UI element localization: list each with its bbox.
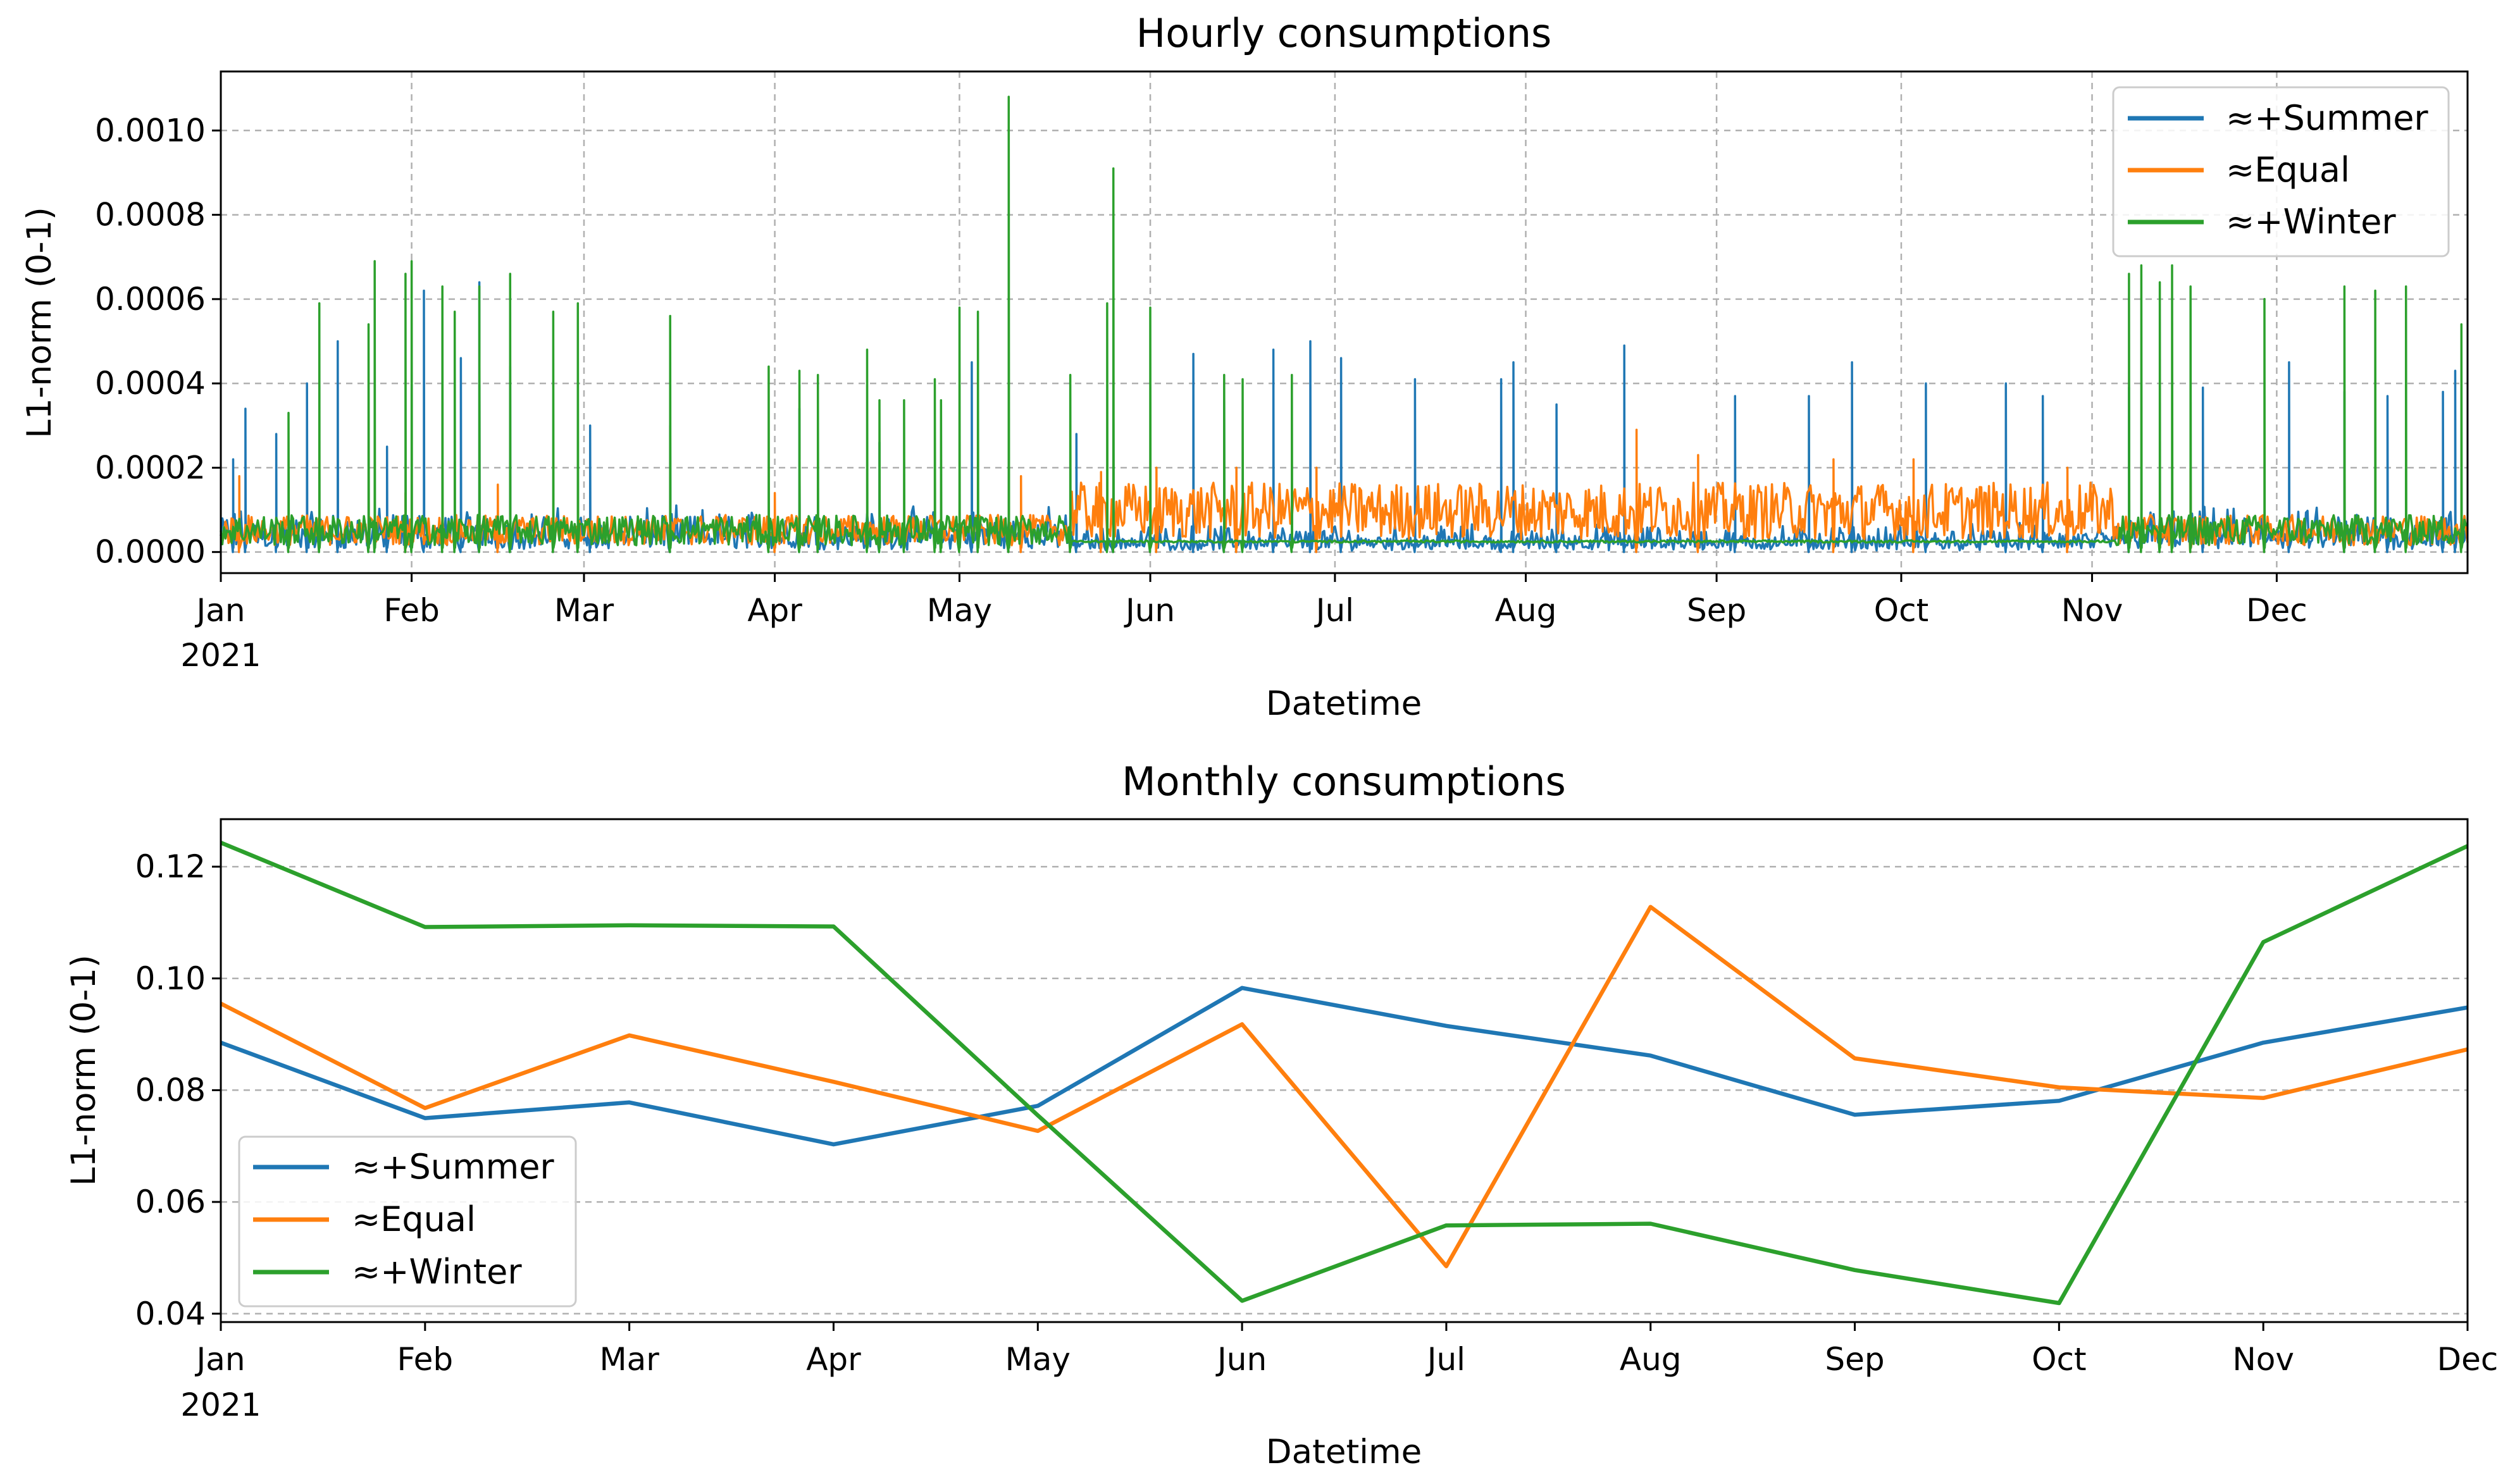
monthly-x-ticks: Jan Feb Mar Apr May Jun Jul Aug Sep Oct Nov Dec [194, 1322, 2498, 1378]
hourly-y-tick-label: 0.0004 [95, 365, 206, 402]
hourly-x-tick-label: Aug [1495, 592, 1557, 629]
monthly-legend-label-winter: ≈+Winter [352, 1252, 522, 1292]
monthly-legend-box [238, 1135, 577, 1308]
monthly-y-tick-label: 0.04 [135, 1295, 206, 1332]
monthly-x-tick-label: Jun [1215, 1341, 1267, 1378]
hourly-x-tick-label: Oct [1874, 592, 1928, 629]
hourly-x-tick-label: Mar [554, 592, 614, 629]
monthly-series-summer [220, 986, 2468, 1147]
hourly-legend: ≈+Summer ≈Equal ≈+Winter [2112, 86, 2450, 257]
hourly-series [220, 96, 2469, 553]
hourly-y-axis-label: L1-norm (0-1) [20, 207, 59, 438]
hourly-y-tick-label: 0.0008 [95, 197, 206, 233]
hourly-legend-label-summer: ≈+Summer [2226, 98, 2428, 138]
hourly-legend-box [2112, 86, 2450, 257]
monthly-x-tick-label: Dec [2437, 1341, 2499, 1378]
monthly-x-tick-label: Jul [1425, 1341, 1465, 1378]
monthly-y-tick-label: 0.06 [135, 1184, 206, 1220]
monthly-series-winter [220, 841, 2469, 1306]
monthly-chart: Monthly consumptions 0.04 0.06 0.08 0.10 0.1… [65, 758, 2498, 1471]
monthly-x-tick-label: Feb [397, 1341, 454, 1378]
monthly-y-tick-label: 0.08 [135, 1072, 206, 1108]
hourly-legend-label-winter: ≈+Winter [2226, 202, 2396, 242]
monthly-y-tick-label: 0.12 [135, 848, 206, 885]
monthly-x-tick-label: Jan [194, 1341, 245, 1378]
monthly-plot-frame [220, 818, 2469, 1323]
hourly-x-tick-label: Dec [2246, 592, 2307, 629]
monthly-y-axis-label: L1-norm (0-1) [65, 955, 103, 1186]
hourly-x-tick-label: Apr [747, 592, 802, 629]
monthly-chart-title: Monthly consumptions [1122, 758, 1566, 805]
monthly-y-tick-label: 0.10 [135, 960, 206, 997]
hourly-x-year-label: 2021 [180, 637, 261, 674]
hourly-y-ticks: 0.0000 0.0002 0.0004 0.0006 0.0008 0.0010 [95, 112, 221, 571]
hourly-x-tick-label: Jun [1124, 592, 1175, 629]
hourly-series-summer [220, 281, 2469, 553]
monthly-legend-label-equal: ≈Equal [352, 1199, 476, 1239]
monthly-series-equal [220, 905, 2468, 1268]
hourly-y-tick-label: 0.0010 [95, 112, 206, 149]
hourly-x-tick-label: Jul [1314, 592, 1354, 629]
monthly-x-tick-label: Mar [599, 1341, 659, 1378]
hourly-x-tick-label: Feb [383, 592, 440, 629]
hourly-x-tick-label: May [927, 592, 992, 629]
hourly-chart-title: Hourly consumptions [1136, 10, 1552, 56]
hourly-x-tick-label: Jan [194, 592, 245, 629]
monthly-x-tick-label: May [1005, 1341, 1071, 1378]
hourly-x-axis-label: Datetime [1266, 684, 1422, 723]
hourly-plot-frame [220, 70, 2469, 574]
monthly-y-ticks: 0.04 0.06 0.08 0.10 0.12 [135, 848, 221, 1332]
monthly-x-year-label: 2021 [180, 1387, 261, 1423]
hourly-x-tick-label: Nov [2061, 592, 2123, 629]
monthly-x-tick-label: Oct [2032, 1341, 2086, 1378]
hourly-y-tick-label: 0.0000 [95, 534, 206, 571]
monthly-x-axis-label: Datetime [1266, 1433, 1422, 1471]
monthly-legend-label-summer: ≈+Summer [352, 1147, 554, 1187]
hourly-chart: Hourly consumptions 0.00000.00020.00040.… [20, 10, 2469, 723]
monthly-x-tick-label: Nov [2232, 1341, 2294, 1378]
monthly-x-tick-label: Apr [806, 1341, 861, 1378]
hourly-series-winter [220, 96, 2468, 553]
monthly-x-tick-label: Sep [1825, 1341, 1884, 1378]
monthly-x-tick-label: Aug [1620, 1341, 1682, 1378]
monthly-series [220, 841, 2469, 1306]
hourly-x-ticks: Jan Feb Mar Apr May Jun Jul Aug Sep Oct Nov Dec [194, 573, 2307, 629]
monthly-legend: ≈+Summer ≈Equal ≈+Winter [238, 1135, 577, 1308]
hourly-y-tick-label: 0.0006 [95, 281, 206, 318]
hourly-legend-label-equal: ≈Equal [2226, 150, 2350, 190]
hourly-y-tick-label: 0.0002 [95, 449, 206, 486]
hourly-x-tick-label: Sep [1687, 592, 1746, 629]
